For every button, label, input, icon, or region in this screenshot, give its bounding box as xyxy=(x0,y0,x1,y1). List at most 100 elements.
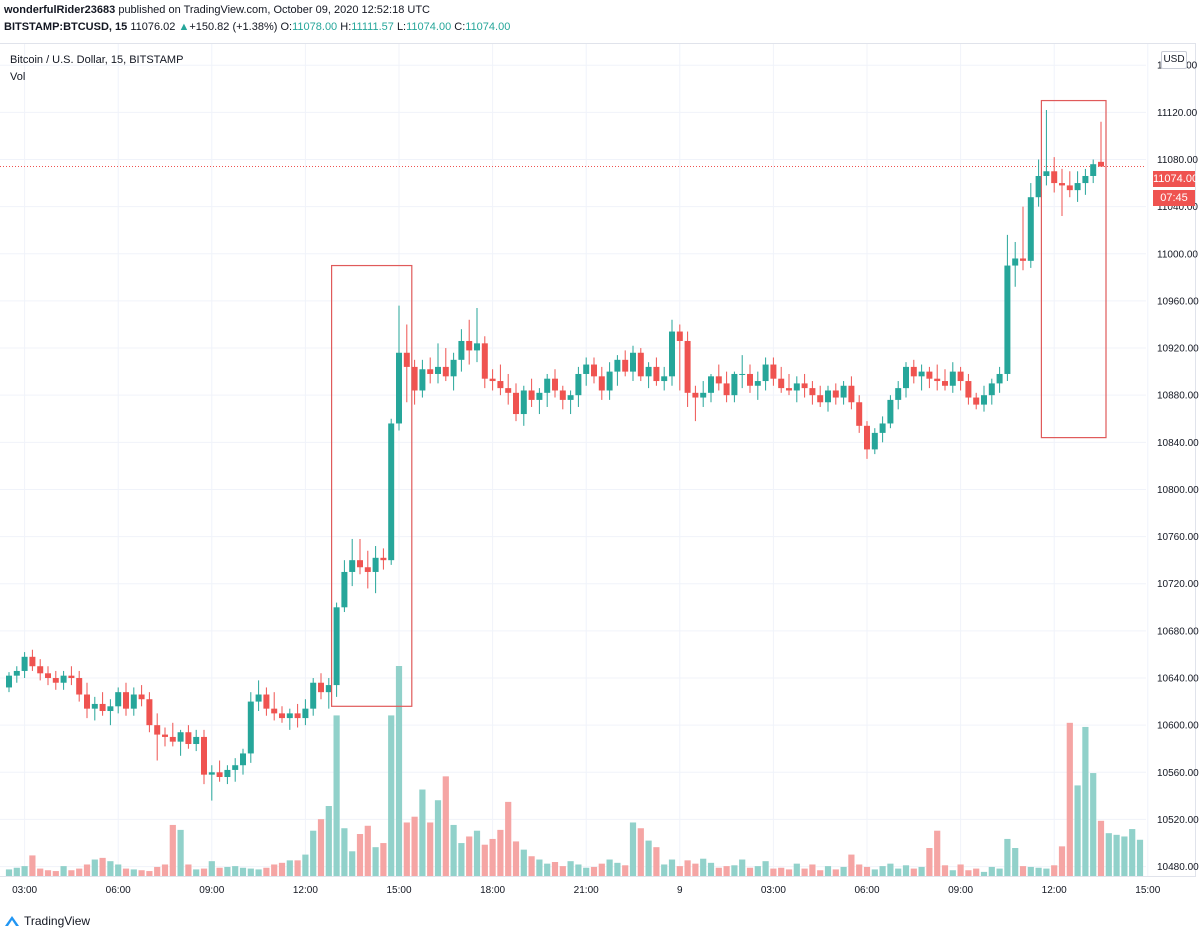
volume-bar xyxy=(832,869,839,876)
volume-bar xyxy=(497,829,504,876)
volume-bar xyxy=(310,830,317,876)
low-label: L: xyxy=(396,21,407,33)
candle-body xyxy=(637,352,644,377)
volume-bar xyxy=(902,865,910,876)
volume-bar xyxy=(661,864,668,876)
volume-bar xyxy=(1105,833,1112,876)
volume-bar xyxy=(739,859,746,876)
candle-body xyxy=(458,340,465,360)
volume-bar xyxy=(333,715,340,876)
price-tick-label: 10480.00 xyxy=(1157,862,1199,873)
candle-body xyxy=(926,371,933,379)
footer-brand[interactable]: TradingView xyxy=(4,912,90,930)
candle-body xyxy=(988,383,995,396)
price-tick-label: 10840.00 xyxy=(1157,438,1199,449)
volume-bar xyxy=(255,869,262,876)
candle-body xyxy=(91,703,98,709)
candle-body xyxy=(193,736,200,745)
price-tick-label: 10880.00 xyxy=(1157,391,1199,402)
candle-body xyxy=(302,708,309,719)
candle-body xyxy=(559,390,566,400)
volume-bar xyxy=(1082,726,1089,876)
volume-bar xyxy=(1097,820,1105,876)
volume-bar xyxy=(629,822,637,876)
volume-bar xyxy=(871,869,878,876)
volume-bar xyxy=(169,824,176,876)
open-value: 11078.00 xyxy=(292,21,338,33)
currency-badge[interactable]: USD xyxy=(1161,51,1187,69)
volume-bar xyxy=(653,847,660,876)
candle-body xyxy=(747,373,753,386)
volume-bar xyxy=(941,865,949,876)
volume-bar xyxy=(138,870,145,876)
candle-body xyxy=(700,392,707,398)
candle-body xyxy=(310,682,317,709)
price-tick-label: 10680.00 xyxy=(1157,626,1199,637)
volume-bar xyxy=(544,863,551,876)
candlesticks xyxy=(6,109,1104,801)
candle-body xyxy=(723,383,730,396)
volume-bar xyxy=(528,856,535,876)
volume-bar xyxy=(458,843,465,876)
candle-body xyxy=(286,713,293,719)
candle-body xyxy=(29,656,36,667)
candle-body xyxy=(52,678,59,683)
volume-bar xyxy=(193,869,200,876)
price-tick-label: 10520.00 xyxy=(1157,815,1199,826)
candle-body xyxy=(481,343,488,379)
volume-bar xyxy=(848,854,855,876)
candle-body xyxy=(949,371,956,386)
price-tick-label: 10640.00 xyxy=(1157,674,1199,685)
candle-body xyxy=(84,694,90,709)
volume-bar xyxy=(372,847,379,876)
candle-body xyxy=(957,371,964,382)
highlight-boxes xyxy=(331,99,1107,707)
volume-bar xyxy=(949,870,956,876)
volume-bar xyxy=(559,866,566,876)
volume-bar xyxy=(746,867,754,876)
candle-body xyxy=(99,703,106,712)
time-tick-label: 18:00 xyxy=(480,885,505,896)
candle-body xyxy=(715,376,722,384)
author-name[interactable]: wonderfulRider23683 xyxy=(4,4,116,16)
grid-lines xyxy=(0,44,1149,876)
price-axis[interactable]: 10480.00 10520.00 10560.00 10600.00 10640.00… xyxy=(1157,61,1199,873)
volume-bar xyxy=(68,870,75,876)
volume-bar xyxy=(707,862,715,876)
candle-body xyxy=(809,388,816,396)
candle-body xyxy=(505,388,512,393)
volume-bar xyxy=(1004,838,1011,876)
time-axis[interactable]: 03:00 06:00 09:00 12:00 15:00 18:00 21:00 9 03:0… xyxy=(12,885,1161,896)
candle-body xyxy=(318,682,324,693)
volume-bar xyxy=(583,867,590,876)
time-tick-label: 12:00 xyxy=(1042,885,1067,896)
price-tick-label: 10600.00 xyxy=(1157,721,1199,732)
volume-bar xyxy=(21,866,28,876)
candle-body xyxy=(107,706,114,712)
price-tick-label: 10560.00 xyxy=(1157,768,1199,779)
volume-bar xyxy=(863,866,871,876)
volume-bar xyxy=(208,861,215,876)
volume-bar xyxy=(973,868,980,876)
volume-bar xyxy=(1113,834,1120,876)
volume-bar xyxy=(1043,868,1050,876)
candle-body xyxy=(263,694,270,709)
volume-bar xyxy=(1129,829,1136,876)
candle-body xyxy=(536,392,543,400)
candle-body xyxy=(1082,175,1089,184)
candle-body xyxy=(162,734,168,737)
volume-bar xyxy=(988,866,995,876)
volume-bar xyxy=(115,864,122,876)
change-arrow-icon: ▲ xyxy=(178,21,190,33)
volume-bar xyxy=(317,819,325,876)
volume-bar xyxy=(754,866,761,876)
candle-body xyxy=(13,670,20,676)
candle-body xyxy=(762,364,769,382)
published-text: published on TradingView.com, October 09… xyxy=(115,4,430,16)
chart-frame[interactable] xyxy=(0,43,1196,877)
candle-body xyxy=(801,383,808,389)
highlight-box xyxy=(331,264,413,707)
candle-body xyxy=(513,392,519,415)
volume-bar xyxy=(996,868,1003,876)
